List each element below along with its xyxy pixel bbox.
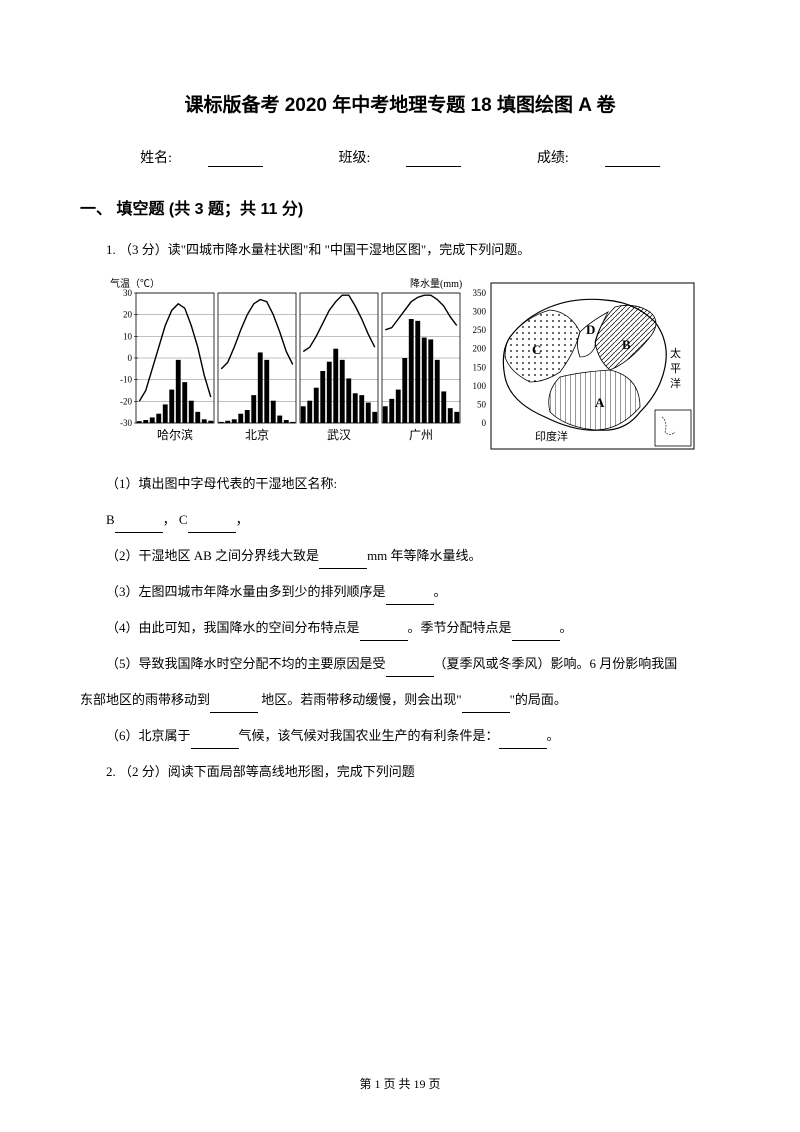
svg-text:洋: 洋 <box>670 376 681 390</box>
q1-sub5b: （夏季风或冬季风）影响。6 月份影响我国 <box>434 656 678 671</box>
name-blank[interactable] <box>208 152 263 167</box>
svg-text:150: 150 <box>473 362 487 372</box>
info-line: 姓名: 班级: 成绩: <box>80 147 720 167</box>
q1-sub5: （5）导致我国降水时空分配不均的主要原因是受 （夏季风或冬季风）影响。6 月份影响… <box>80 651 720 677</box>
q1-sub3b: 。 <box>434 584 447 599</box>
svg-text:350: 350 <box>473 288 487 298</box>
q1-sub1-line: B ， C ， <box>80 507 720 533</box>
q1-sub5a: （5）导致我国降水时空分配不均的主要原因是受 <box>106 656 386 671</box>
label-c: ， C <box>163 512 188 527</box>
figure-row: 气温（℃）降水量(mm)-30-20-100102030050100150200… <box>108 275 720 455</box>
blank-3[interactable] <box>386 590 434 605</box>
page-title: 课标版备考 2020 年中考地理专题 18 填图绘图 A 卷 <box>80 90 720 117</box>
score-label: 成绩: <box>537 151 569 166</box>
blank-6b[interactable] <box>499 734 547 749</box>
blank-5a[interactable] <box>386 662 434 677</box>
svg-text:-10: -10 <box>120 375 132 385</box>
name-label: 姓名: <box>140 151 172 166</box>
svg-text:太: 太 <box>670 347 681 360</box>
q1-sub2a: （2）干湿地区 AB 之间分界线大致是 <box>106 548 319 563</box>
svg-text:30: 30 <box>123 288 133 298</box>
blank-b[interactable] <box>115 518 163 533</box>
svg-text:B: B <box>622 337 631 352</box>
blank-5b[interactable] <box>210 698 258 713</box>
q1-sub3a: （3）左图四城市年降水量由多到少的排列顺序是 <box>106 584 386 599</box>
svg-text:300: 300 <box>473 307 487 317</box>
china-map: A B C D 太平洋印度洋 <box>490 282 695 455</box>
svg-text:广州: 广州 <box>409 428 433 442</box>
svg-text:-20: -20 <box>120 396 132 406</box>
svg-text:D: D <box>586 322 595 337</box>
class-label: 班级: <box>339 151 371 166</box>
svg-text:50: 50 <box>477 399 487 409</box>
svg-text:20: 20 <box>123 310 133 320</box>
class-blank[interactable] <box>406 152 461 167</box>
page-footer: 第 1 页 共 19 页 <box>0 1075 800 1092</box>
q1-sub6c: 。 <box>547 728 560 743</box>
svg-text:100: 100 <box>473 381 487 391</box>
q1-sub4a: （4）由此可知，我国降水的空间分布特点是 <box>106 620 360 635</box>
svg-text:平: 平 <box>670 363 681 375</box>
q1-sub5e: "的局面。 <box>510 692 567 707</box>
blank-c[interactable] <box>188 518 236 533</box>
blank-5c[interactable] <box>462 698 510 713</box>
svg-text:北京: 北京 <box>245 428 269 442</box>
q1-sub6: （6）北京属于 气候，该气候对我国农业生产的有利条件是： 。 <box>80 723 720 749</box>
q1-sub4b: 。季节分配特点是 <box>408 620 512 635</box>
blank-6a[interactable] <box>191 734 239 749</box>
svg-text:200: 200 <box>473 344 487 354</box>
section-heading: 一、 填空题 (共 3 题；共 11 分) <box>80 195 720 219</box>
q1-sub1-pre: （1）填出图中字母代表的干湿地区名称: <box>80 471 720 497</box>
climate-charts: 气温（℃）降水量(mm)-30-20-100102030050100150200… <box>108 275 488 455</box>
q1-sub5d: 地区。若雨带移动缓慢，则会出现" <box>258 692 462 707</box>
svg-text:武汉: 武汉 <box>327 428 351 442</box>
q1-sub5-line2: 东部地区的雨带移动到 地区。若雨带移动缓慢，则会出现" "的局面。 <box>80 687 720 713</box>
q1-sub2: （2）干湿地区 AB 之间分界线大致是 mm 年等降水量线。 <box>80 543 720 569</box>
score-blank[interactable] <box>605 152 660 167</box>
q2-stem: 2. （2 分）阅读下面局部等高线地形图，完成下列问题 <box>80 759 720 785</box>
svg-text:0: 0 <box>128 353 133 363</box>
blank-2[interactable] <box>319 554 367 569</box>
label-b: B <box>106 512 115 527</box>
svg-text:印度洋: 印度洋 <box>535 429 568 443</box>
q1-sub4c: 。 <box>560 620 573 635</box>
svg-text:C: C <box>532 342 541 357</box>
q1-sub3: （3）左图四城市年降水量由多到少的排列顺序是 。 <box>80 579 720 605</box>
q1-sub6a: （6）北京属于 <box>106 728 191 743</box>
svg-text:气温（℃）: 气温（℃） <box>110 277 160 290</box>
svg-text:0: 0 <box>482 418 487 428</box>
svg-text:降水量(mm): 降水量(mm) <box>410 277 462 290</box>
q1-sub2b: mm 年等降水量线。 <box>367 548 481 563</box>
blank-4a[interactable] <box>360 626 408 641</box>
svg-text:哈尔滨: 哈尔滨 <box>157 427 193 442</box>
svg-text:A: A <box>595 395 605 410</box>
svg-text:-30: -30 <box>120 418 132 428</box>
blank-4b[interactable] <box>512 626 560 641</box>
comma: ， <box>236 512 249 527</box>
q1-sub5c: 东部地区的雨带移动到 <box>80 692 210 707</box>
q1-stem: 1. （3 分）读"四城市降水量柱状图"和 "中国干湿地区图"，完成下列问题。 <box>80 237 720 263</box>
svg-text:250: 250 <box>473 325 487 335</box>
q1-sub6b: 气候，该气候对我国农业生产的有利条件是： <box>239 728 499 743</box>
svg-text:10: 10 <box>123 331 133 341</box>
q1-sub4: （4）由此可知，我国降水的空间分布特点是 。季节分配特点是 。 <box>80 615 720 641</box>
